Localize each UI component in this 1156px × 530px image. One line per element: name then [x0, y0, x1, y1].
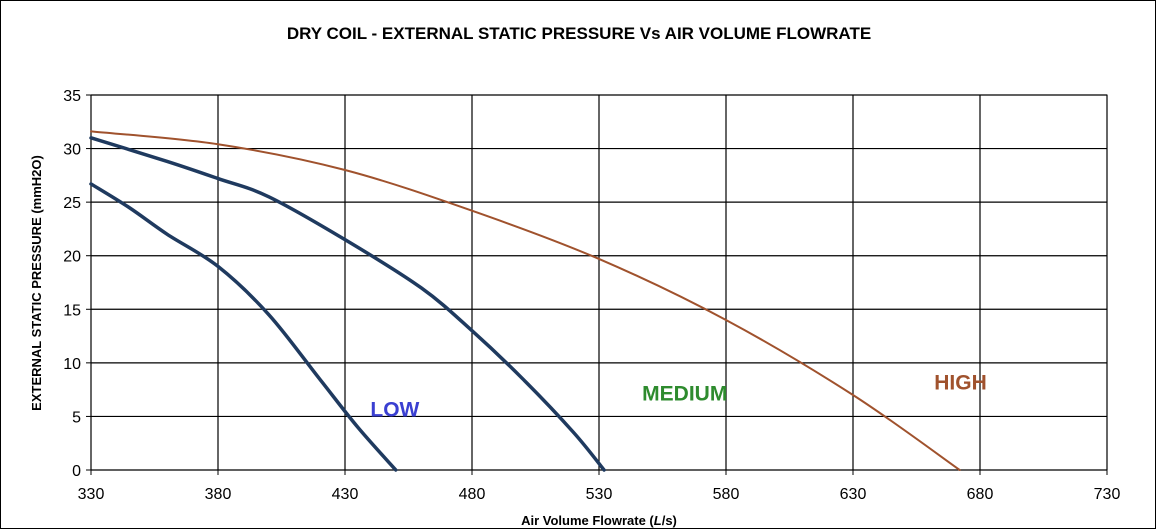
x-tick-label: 380: [205, 486, 232, 503]
x-tick-label: 430: [332, 486, 359, 503]
y-tick-label: 35: [63, 88, 81, 105]
y-tick-label: 15: [63, 302, 81, 319]
x-tick-label: 480: [459, 486, 486, 503]
x-tick-label: 680: [967, 486, 994, 503]
y-tick-label: 5: [72, 409, 81, 426]
y-tick-label: 30: [63, 142, 81, 159]
axis-ticks: 330 380 430 480 530 580 630 680 730 0 5 10 15 20 25 30 3…: [63, 88, 1120, 503]
x-tick-label: 630: [840, 486, 867, 503]
y-tick-label: 10: [63, 356, 81, 373]
x-tick-label: 580: [713, 486, 740, 503]
series-line-medium: [89, 136, 606, 472]
y-axis-title: EXTERNAL STATIC PRESSURE (mmH2O): [29, 155, 44, 411]
y-tick-label: 25: [63, 195, 81, 212]
x-tick-label: 530: [586, 486, 613, 503]
x-tick-label: 330: [78, 486, 105, 503]
series-line-high: [90, 130, 961, 471]
chart-title: DRY COIL - EXTERNAL STATIC PRESSURE Vs A…: [287, 24, 871, 43]
series-label-medium: MEDIUM: [642, 382, 727, 405]
x-tick-label: 730: [1094, 486, 1121, 503]
series-label-low: LOW: [370, 398, 419, 421]
series-line-low: [89, 182, 398, 472]
series-label-high: HIGH: [934, 372, 987, 395]
grid: [90, 94, 1108, 471]
series-labels: LOW MEDIUM HIGH: [370, 372, 986, 422]
series-lines: [89, 130, 961, 472]
y-tick-label: 0: [72, 463, 81, 480]
x-axis-title: Air Volume Flowrate (L/s): [521, 513, 677, 528]
y-tick-label: 20: [63, 249, 81, 266]
